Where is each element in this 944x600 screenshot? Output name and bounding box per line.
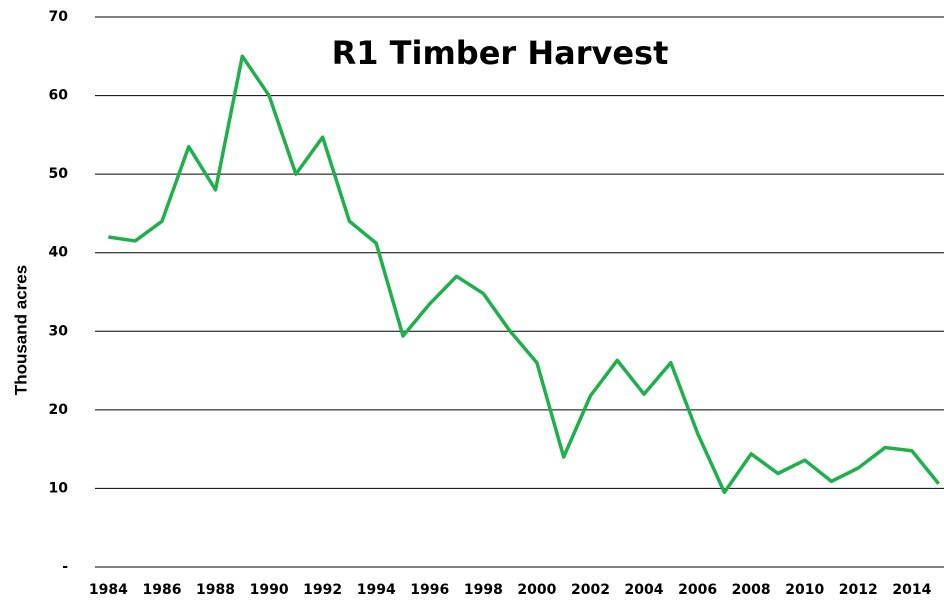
x-tick-label: 2004 — [625, 582, 664, 598]
data-line — [108, 54, 941, 495]
x-tick-label: 1998 — [464, 582, 503, 598]
y-tick-label: - — [62, 559, 68, 575]
y-tick-label: 20 — [49, 402, 69, 418]
x-tick-label: 1992 — [303, 582, 342, 598]
y-tick-label: 30 — [49, 323, 69, 339]
x-tick-label: 1988 — [196, 582, 235, 598]
y-tick-label: 10 — [49, 480, 69, 496]
x-tick-label: 1996 — [410, 582, 449, 598]
y-tick-label: 50 — [49, 166, 69, 182]
y-tick-label: 60 — [49, 88, 69, 104]
x-tick-label: 1986 — [142, 582, 181, 598]
chart-title: R1 Timber Harvest — [332, 34, 669, 72]
x-tick-label: 2008 — [732, 582, 771, 598]
x-tick-label: 2012 — [839, 582, 878, 598]
x-tick-label: 1984 — [89, 582, 128, 598]
x-tick-label: 2002 — [571, 582, 610, 598]
x-tick-label: 2010 — [785, 582, 824, 598]
x-tick-label: 2006 — [678, 582, 717, 598]
x-tick-label: 2014 — [892, 582, 931, 598]
y-tick-label: 40 — [49, 245, 69, 261]
y-tick-label: 70 — [49, 9, 69, 25]
x-tick-label: 1990 — [250, 582, 289, 598]
x-tick-label: 2000 — [517, 582, 556, 598]
x-tick-label: 1994 — [357, 582, 396, 598]
y-axis-label: Thousand acres — [11, 265, 30, 395]
